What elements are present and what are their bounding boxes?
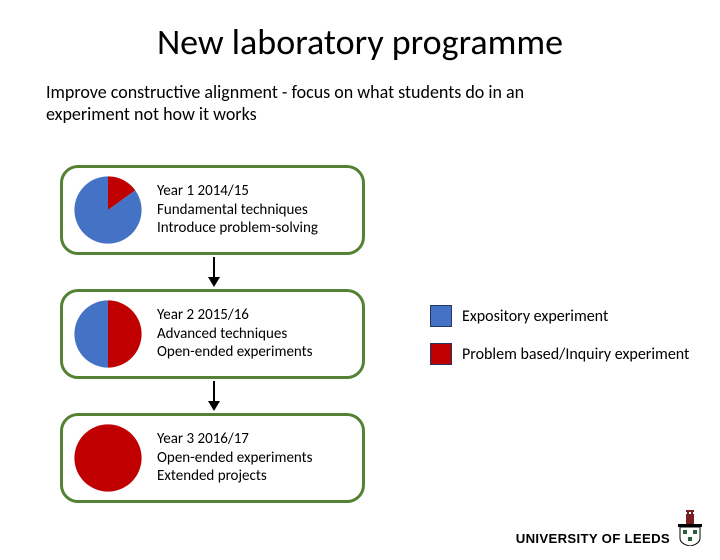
pie-chart-3 bbox=[73, 423, 143, 493]
arrow-down-icon bbox=[60, 257, 365, 287]
card-text-2: Year 2 2015/16 Advanced techniques Open-… bbox=[157, 306, 313, 362]
pie-chart-1 bbox=[73, 175, 143, 245]
legend: Expository experiment Problem based/Inqu… bbox=[430, 305, 689, 381]
swatch-expository bbox=[430, 305, 452, 327]
card-line: Open-ended experiments bbox=[157, 449, 313, 468]
swatch-problem bbox=[430, 343, 452, 365]
pie-chart-2 bbox=[73, 299, 143, 369]
year-card-1: Year 1 2014/15 Fundamental techniques In… bbox=[60, 165, 365, 255]
card-line: Open-ended experiments bbox=[157, 343, 313, 362]
arrow-down-icon bbox=[60, 381, 365, 411]
legend-label: Problem based/Inquiry experiment bbox=[462, 345, 689, 364]
flow-column: Year 1 2014/15 Fundamental techniques In… bbox=[60, 165, 365, 503]
year-card-3: Year 3 2016/17 Open-ended experiments Ex… bbox=[60, 413, 365, 503]
card-line: Advanced techniques bbox=[157, 325, 313, 344]
legend-label: Expository experiment bbox=[462, 307, 608, 326]
card-line: Year 1 2014/15 bbox=[157, 182, 318, 201]
legend-item-problem: Problem based/Inquiry experiment bbox=[430, 343, 689, 365]
card-line: Fundamental techniques bbox=[157, 201, 318, 220]
legend-item-expository: Expository experiment bbox=[430, 305, 689, 327]
card-line: Year 3 2016/17 bbox=[157, 430, 313, 449]
logo-text: UNIVERSITY OF LEEDS bbox=[516, 531, 670, 546]
university-logo: UNIVERSITY OF LEEDS bbox=[516, 510, 704, 546]
subtitle: Improve constructive alignment - focus o… bbox=[46, 82, 606, 125]
card-text-1: Year 1 2014/15 Fundamental techniques In… bbox=[157, 182, 318, 238]
card-line: Introduce problem-solving bbox=[157, 219, 318, 238]
year-card-2: Year 2 2015/16 Advanced techniques Open-… bbox=[60, 289, 365, 379]
logo-shield-icon bbox=[676, 510, 704, 546]
card-line: Extended projects bbox=[157, 467, 313, 486]
card-text-3: Year 3 2016/17 Open-ended experiments Ex… bbox=[157, 430, 313, 486]
card-line: Year 2 2015/16 bbox=[157, 306, 313, 325]
page-title: New laboratory programme bbox=[0, 20, 720, 64]
